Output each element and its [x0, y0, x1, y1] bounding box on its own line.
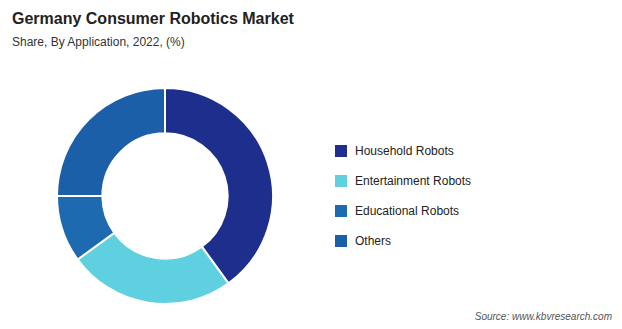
legend-label: Entertainment Robots: [355, 174, 471, 188]
source: Source: www.kbvresearch.com: [475, 311, 612, 322]
slice: [165, 88, 273, 283]
title: Germany Consumer Robotics Market: [12, 10, 295, 27]
legend-swatch: [335, 235, 347, 247]
legend-label: Others: [355, 234, 391, 248]
legend-swatch: [335, 175, 347, 187]
slice: [57, 196, 114, 259]
chart: Germany Consumer Robotics Market Share, B…: [0, 0, 622, 329]
subtitle: Share, By Application, 2022, (%): [12, 35, 185, 49]
legend-swatch: [335, 205, 347, 217]
slice: [57, 88, 165, 196]
legend-label: Household Robots: [355, 144, 454, 158]
legend-label: Educational Robots: [355, 204, 459, 218]
donut: [57, 88, 273, 304]
legend-swatch: [335, 145, 347, 157]
legend: Household Robots Entertainment Robots Educ…: [335, 144, 471, 248]
